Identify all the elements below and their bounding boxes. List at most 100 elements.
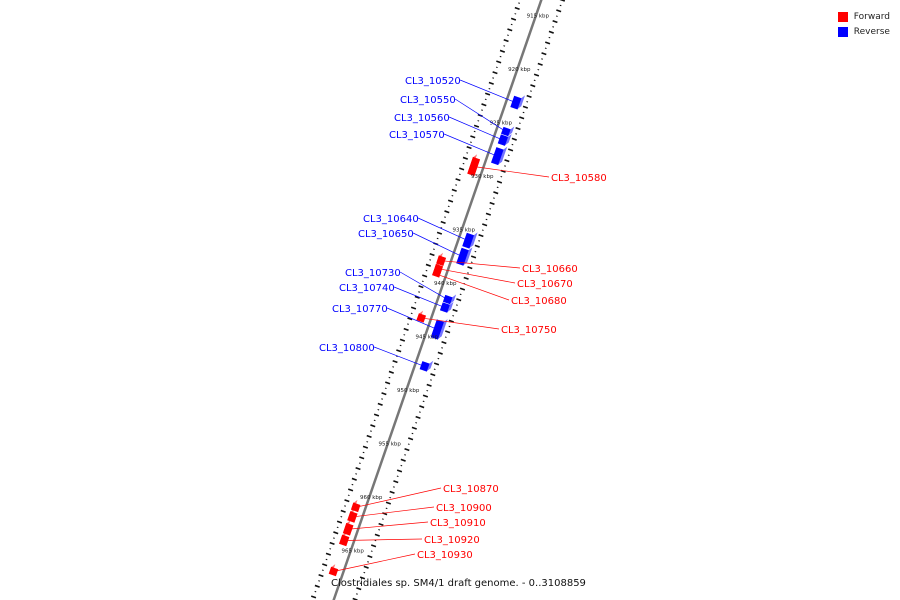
- right-tick: [466, 145, 472, 150]
- reverse-leader-line: [393, 286, 446, 308]
- left-tick: [452, 315, 455, 317]
- left-tick: [433, 362, 440, 366]
- right-tick: [381, 392, 387, 396]
- left-tick: [559, 4, 562, 7]
- left-tick: [548, 30, 554, 34]
- left-tick: [367, 561, 369, 563]
- left-tick: [530, 84, 536, 88]
- right-tick: [384, 387, 387, 390]
- right-tick: [477, 120, 480, 122]
- left-tick: [370, 550, 373, 552]
- right-tick: [336, 520, 343, 524]
- right-tick: [499, 49, 506, 53]
- right-tick: [447, 205, 450, 208]
- reverse-gene-shade: [426, 360, 434, 372]
- left-tick: [389, 496, 392, 499]
- right-tick: [362, 445, 369, 449]
- right-tick: [355, 466, 361, 471]
- left-tick: [555, 15, 558, 17]
- reverse-gene-shade: [517, 95, 525, 110]
- left-tick: [504, 159, 510, 163]
- reverse-gene-label: CL3_10550: [400, 95, 456, 106]
- right-tick: [484, 92, 491, 96]
- forward-gene-label: CL3_10930: [417, 550, 473, 561]
- right-tick: [381, 398, 383, 400]
- right-tick: [440, 220, 446, 225]
- reverse-gene-label: CL3_10650: [358, 229, 414, 240]
- right-tick: [392, 366, 395, 368]
- right-tick: [314, 584, 320, 588]
- right-tick: [422, 274, 428, 278]
- right-tick: [481, 103, 487, 107]
- left-tick: [455, 304, 458, 306]
- forward-gene-label: CL3_10870: [443, 484, 499, 495]
- axis-tick-label: 945 kbp: [416, 335, 439, 341]
- left-tick: [519, 116, 525, 120]
- reverse-gene-shade: [463, 247, 473, 266]
- right-tick: [473, 130, 476, 133]
- forward-gene-shade: [432, 267, 438, 275]
- right-tick: [492, 71, 498, 75]
- left-tick: [411, 432, 414, 435]
- left-tick: [541, 58, 543, 60]
- right-tick: [340, 509, 346, 513]
- left-tick: [448, 319, 454, 323]
- forward-leader-line: [441, 260, 521, 269]
- right-tick: [440, 227, 443, 229]
- forward-gene-label: CL3_10670: [517, 279, 573, 290]
- left-tick: [426, 383, 432, 387]
- left-tick: [474, 244, 480, 248]
- left-tick: [515, 133, 518, 135]
- legend-reverse: Reverse: [837, 24, 890, 39]
- left-tick: [511, 137, 517, 141]
- forward-leader-line: [348, 521, 429, 530]
- forward-gene-label: CL3_10580: [551, 173, 607, 184]
- right-tick: [507, 34, 509, 36]
- right-tick: [347, 488, 354, 492]
- right-tick: [399, 344, 402, 347]
- forward-leader-line: [438, 268, 516, 284]
- axis-tick-label: 935 kbp: [453, 228, 476, 234]
- right-tick: [455, 178, 461, 182]
- right-tick: [344, 505, 346, 507]
- forward-leader-line: [352, 506, 435, 518]
- forward-gene-shade: [416, 310, 424, 320]
- forward-gene-shade: [343, 520, 351, 533]
- reverse-gene-shade: [449, 294, 457, 304]
- right-tick: [514, 6, 520, 11]
- left-tick: [474, 250, 477, 253]
- axis-tick-label: 955 kbp: [378, 442, 401, 448]
- legend-forward: Forward: [837, 9, 890, 24]
- left-tick: [404, 447, 410, 452]
- left-tick: [415, 422, 418, 424]
- right-tick: [366, 441, 369, 443]
- right-tick: [503, 45, 506, 47]
- right-tick: [407, 317, 413, 321]
- reverse-leader-line: [443, 133, 498, 157]
- forward-swatch: [837, 11, 848, 22]
- left-tick: [493, 191, 499, 195]
- right-tick: [414, 295, 420, 299]
- forward-gene-label: CL3_10920: [424, 535, 480, 546]
- right-tick: [455, 184, 458, 186]
- left-tick: [385, 507, 388, 510]
- left-tick: [445, 330, 451, 334]
- left-tick: [459, 293, 462, 296]
- legend: Forward Reverse: [837, 9, 890, 39]
- right-tick: [470, 135, 476, 139]
- left-tick: [478, 233, 484, 238]
- left-tick: [556, 9, 562, 13]
- left-tick: [396, 475, 399, 478]
- left-tick: [356, 593, 358, 595]
- left-tick: [363, 565, 369, 569]
- left-tick: [526, 94, 532, 99]
- left-tick: [444, 336, 447, 338]
- left-tick: [485, 212, 491, 216]
- right-tick: [329, 541, 335, 546]
- forward-leader-line: [421, 317, 500, 330]
- reverse-gene-shade: [504, 134, 512, 146]
- legend-reverse-label: Reverse: [853, 26, 890, 37]
- left-tick: [393, 480, 399, 484]
- axis-tick-label: 950 kbp: [397, 388, 420, 394]
- left-tick: [500, 169, 506, 173]
